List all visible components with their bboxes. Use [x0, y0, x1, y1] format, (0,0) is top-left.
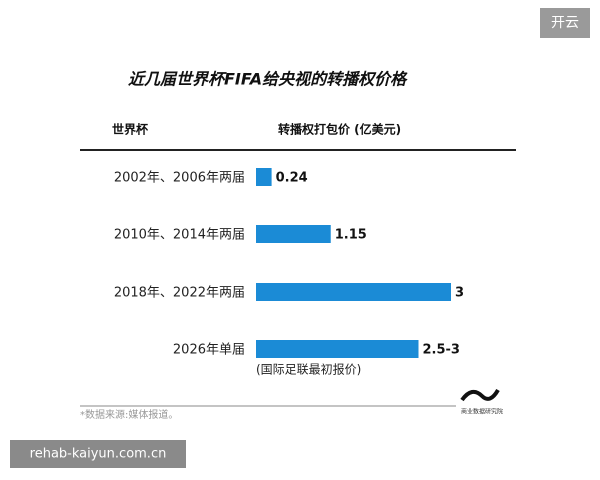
bar [256, 225, 331, 243]
annotation: (国际足联最初报价) [256, 362, 361, 377]
value-header: 转播权打包价 (亿美元) [278, 122, 401, 137]
corner-watermark: 开云 [551, 15, 579, 31]
value-label: 1.15 [335, 228, 367, 243]
chart-title: 近几届世界杯FIFA给央视的转播权价格 [128, 70, 408, 89]
logo-text: 商业数据研究院 [461, 408, 503, 416]
value-label: 0.24 [276, 171, 308, 186]
category-header: 世界杯 [112, 122, 149, 137]
bar [256, 340, 419, 358]
source: *数据来源:媒体报道。 [80, 408, 178, 421]
value-label: 3 [455, 286, 464, 301]
category-label: 2018年、2022年两届 [114, 286, 245, 301]
value-label: 2.5-3 [423, 343, 460, 358]
logo-mark [460, 388, 500, 402]
category-label: 2002年、2006年两届 [114, 171, 245, 186]
category-label: 2026年单届 [173, 343, 245, 358]
bar [256, 168, 272, 186]
category-label: 2010年、2014年两届 [114, 228, 245, 243]
site-watermark: rehab-kaiyun.com.cn [30, 447, 167, 462]
corner-watermark-box [540, 8, 590, 38]
site-watermark-box [10, 440, 186, 468]
bar [256, 283, 451, 301]
